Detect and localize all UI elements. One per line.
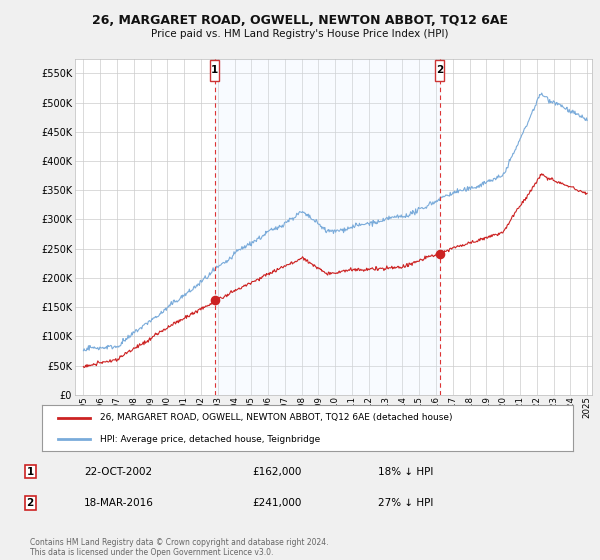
- Text: 2: 2: [26, 498, 34, 508]
- Bar: [215, 59, 440, 395]
- Text: 18-MAR-2016: 18-MAR-2016: [84, 498, 154, 508]
- Text: Contains HM Land Registry data © Crown copyright and database right 2024.
This d: Contains HM Land Registry data © Crown c…: [30, 538, 329, 557]
- Text: 2: 2: [436, 66, 443, 76]
- Text: 18% ↓ HPI: 18% ↓ HPI: [378, 466, 433, 477]
- Point: [435, 250, 445, 259]
- Text: 27% ↓ HPI: 27% ↓ HPI: [378, 498, 433, 508]
- Text: 1: 1: [26, 466, 34, 477]
- Text: £241,000: £241,000: [252, 498, 301, 508]
- Text: 1: 1: [211, 66, 218, 76]
- Point: [210, 296, 220, 305]
- Text: 22-OCT-2002: 22-OCT-2002: [84, 466, 152, 477]
- FancyBboxPatch shape: [210, 60, 219, 81]
- Text: HPI: Average price, detached house, Teignbridge: HPI: Average price, detached house, Teig…: [100, 435, 320, 444]
- Text: £162,000: £162,000: [252, 466, 301, 477]
- Text: 26, MARGARET ROAD, OGWELL, NEWTON ABBOT, TQ12 6AE: 26, MARGARET ROAD, OGWELL, NEWTON ABBOT,…: [92, 14, 508, 27]
- FancyBboxPatch shape: [435, 60, 444, 81]
- Text: Price paid vs. HM Land Registry's House Price Index (HPI): Price paid vs. HM Land Registry's House …: [151, 29, 449, 39]
- Text: 26, MARGARET ROAD, OGWELL, NEWTON ABBOT, TQ12 6AE (detached house): 26, MARGARET ROAD, OGWELL, NEWTON ABBOT,…: [100, 413, 453, 422]
